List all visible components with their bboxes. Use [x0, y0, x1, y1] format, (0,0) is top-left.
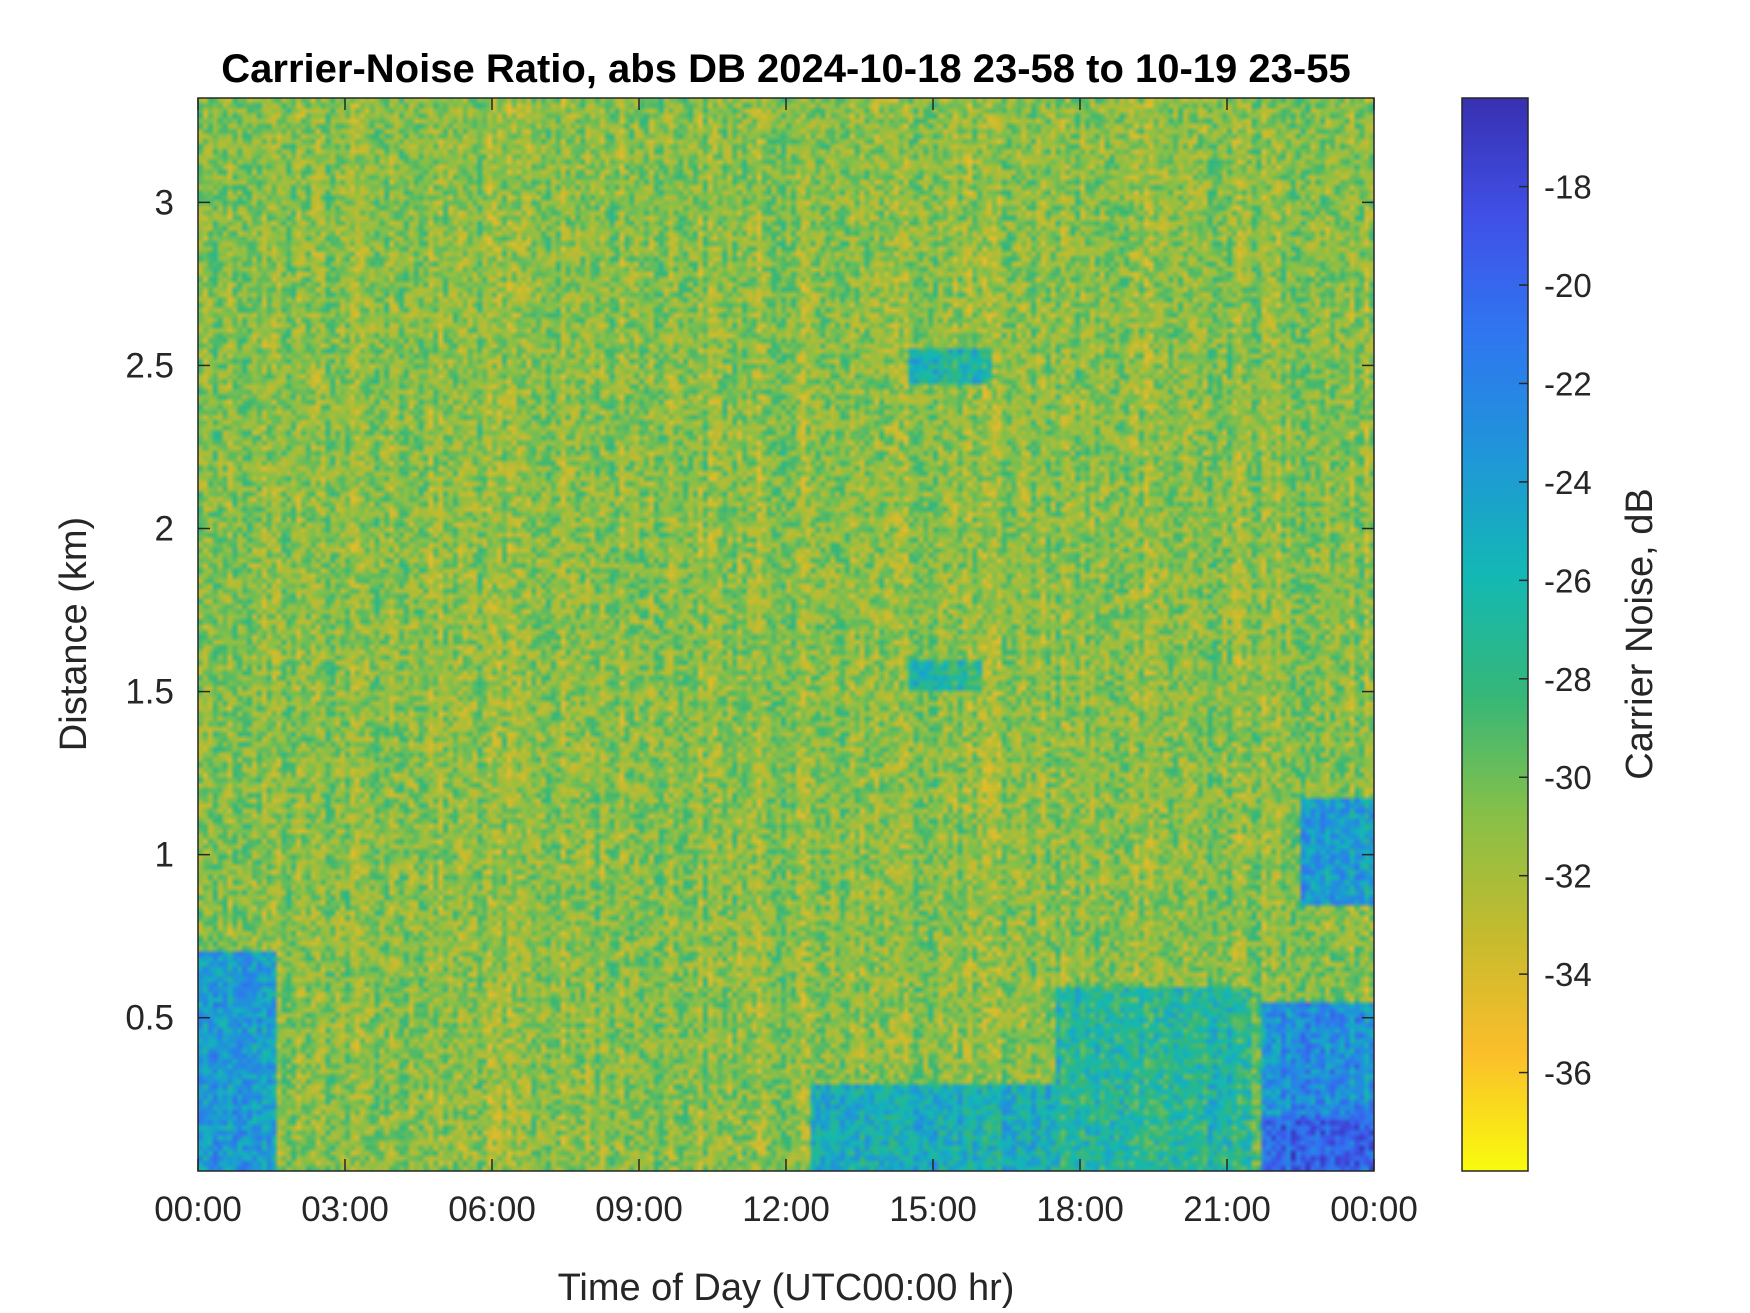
y-tick-label: 2.5: [125, 346, 174, 385]
colorbar-tick-label: -32: [1544, 858, 1592, 895]
y-tick-label: 1: [155, 836, 174, 875]
x-tick-label: 00:00: [154, 1190, 242, 1229]
y-tick-label: 0.5: [125, 999, 174, 1038]
y-tick-label: 3: [155, 183, 174, 222]
colorbar-gradient: [1461, 97, 1529, 1172]
x-axis: 00:00 03:00 06:00 09:00 12:00 15:00 18:00 21:00…: [154, 98, 1418, 1229]
colorbar-tick-label: -28: [1544, 661, 1592, 698]
x-tick-label: 18:00: [1036, 1190, 1124, 1229]
x-tick-label: 21:00: [1183, 1190, 1271, 1229]
x-tick-label: 03:00: [301, 1190, 389, 1229]
x-tick-label: 15:00: [889, 1190, 977, 1229]
y-tick-label: 1.5: [125, 673, 174, 712]
y-axis-label: Distance (km): [53, 517, 95, 751]
y-tick-label: 2: [155, 510, 174, 549]
x-tick-label: 12:00: [742, 1190, 830, 1229]
x-axis-label: Time of Day (UTC00:00 hr): [558, 1267, 1015, 1309]
colorbar-tick-label: -36: [1544, 1055, 1592, 1092]
x-tick-label: 00:00: [1330, 1190, 1418, 1229]
colorbar-tick-label: -20: [1544, 267, 1592, 304]
colorbar: -18 -20 -22 -24 -26 -28 -30 -32 -34 -36: [1461, 97, 1592, 1172]
colorbar-tick-label: -30: [1544, 759, 1592, 796]
colorbar-tick-label: -26: [1544, 562, 1592, 599]
heatmap-image: [198, 98, 1374, 1171]
x-tick-label: 06:00: [448, 1190, 536, 1229]
colorbar-tick-label: -18: [1544, 169, 1592, 206]
colorbar-tick-label: -24: [1544, 464, 1592, 501]
chart-title: Carrier-Noise Ratio, abs DB 2024-10-18 2…: [221, 47, 1350, 91]
colorbar-tick-label: -34: [1544, 956, 1592, 993]
colorbar-label: Carrier Noise, dB: [1619, 488, 1661, 779]
colorbar-tick-label: -22: [1544, 365, 1592, 402]
y-axis: 0.5 1 1.5 2 2.5 3: [125, 183, 1374, 1038]
x-tick-label: 09:00: [595, 1190, 683, 1229]
heatmap-plot-area: [198, 98, 1374, 1171]
